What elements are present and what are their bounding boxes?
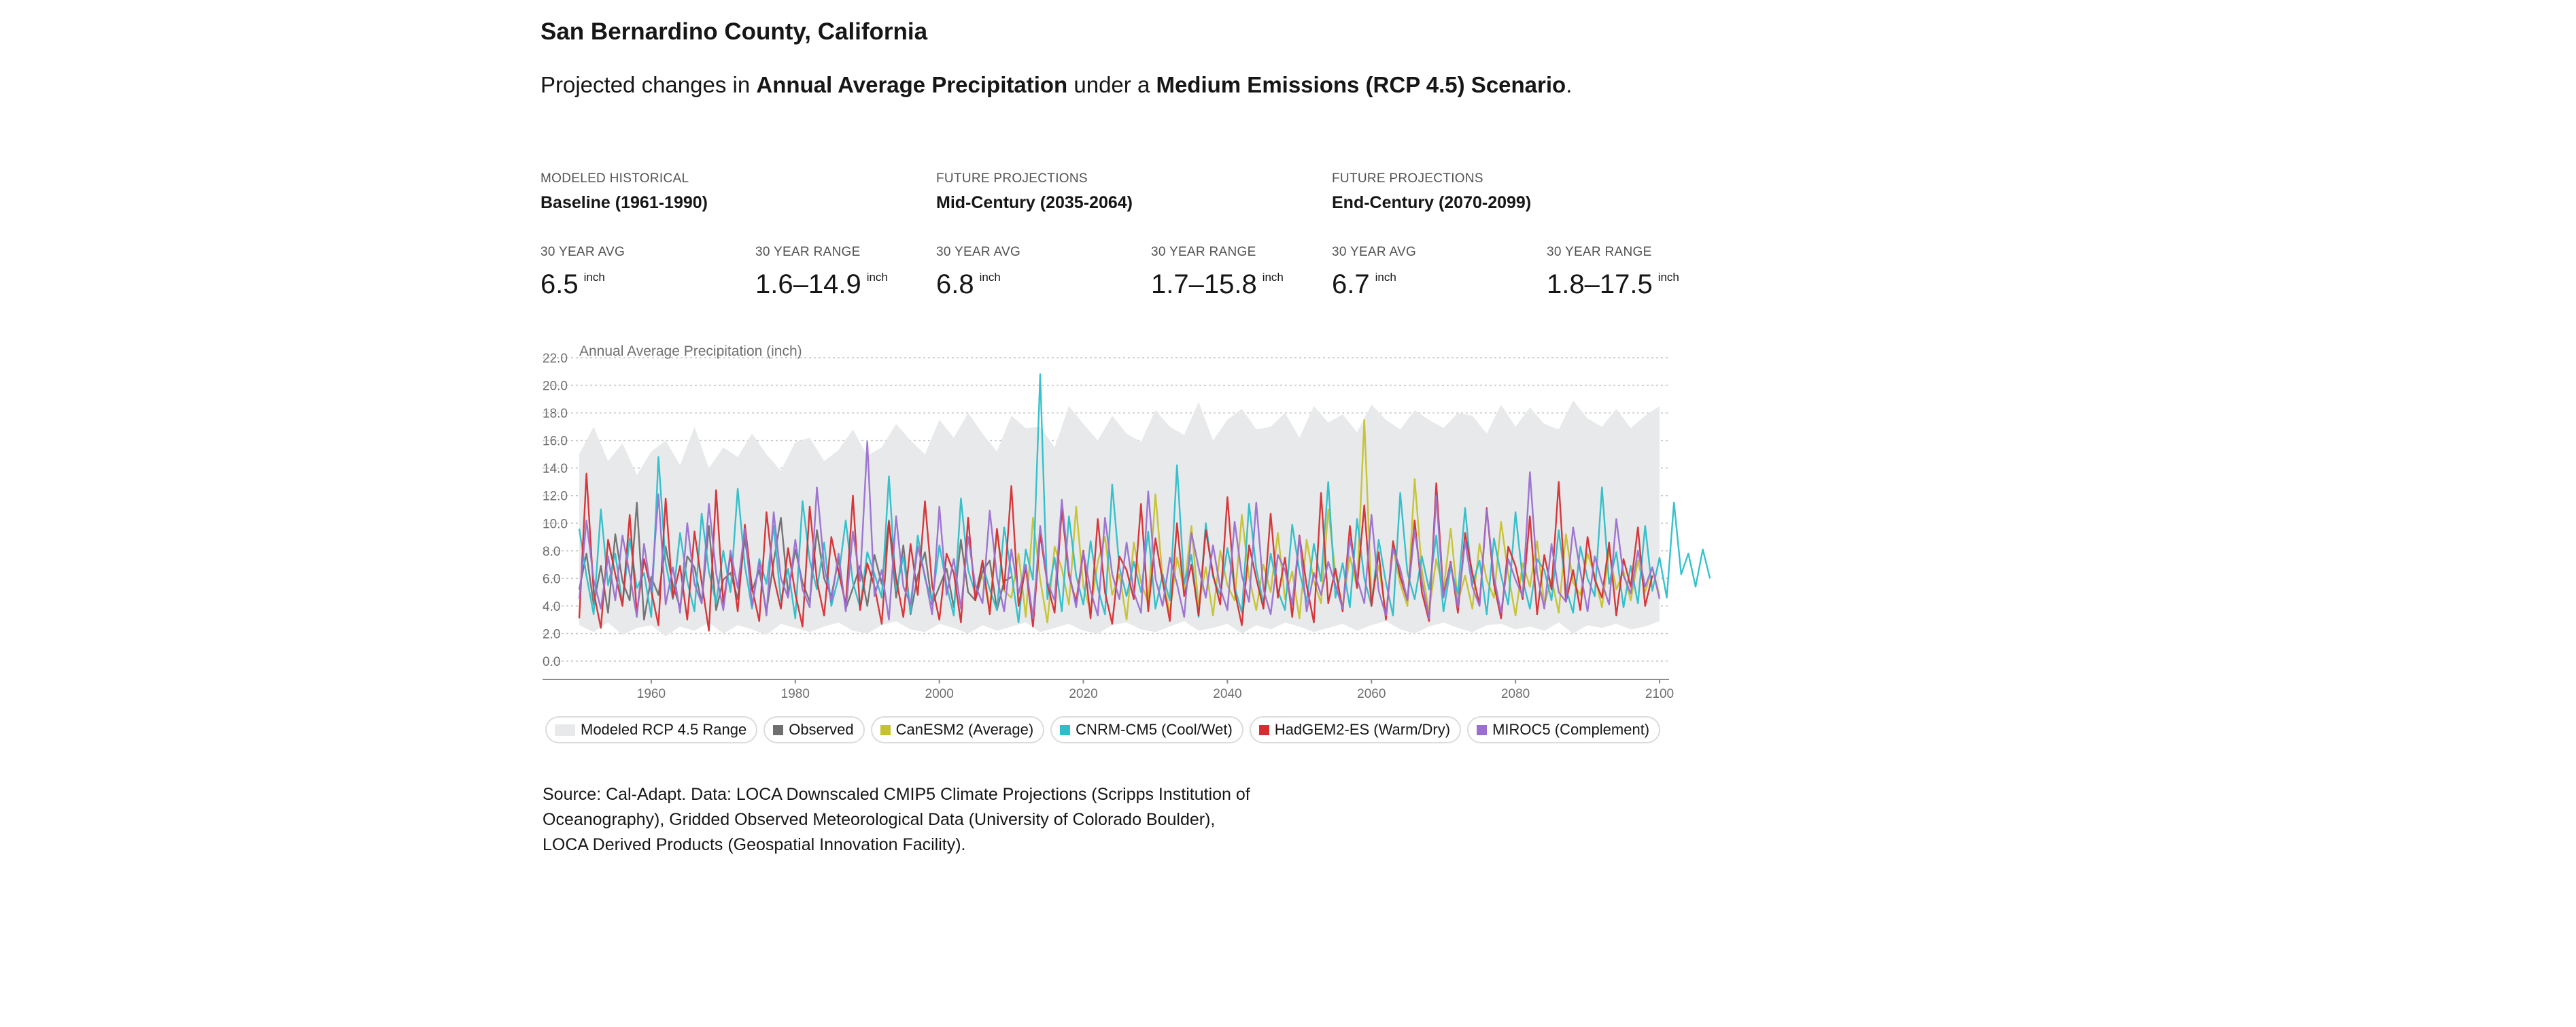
x-tick-label: 2060 xyxy=(1357,687,1386,701)
legend-label: CanESM2 (Average) xyxy=(895,721,1034,738)
avg-unit: inch xyxy=(979,271,1001,284)
period-kicker: MODELED HISTORICAL xyxy=(540,171,689,186)
subtitle-prefix: Projected changes in xyxy=(540,72,757,97)
range-metric: 30 YEAR RANGE 1.6–14.9 inch xyxy=(755,245,888,300)
avg-label: 30 YEAR AVG xyxy=(1332,245,1417,259)
legend-item[interactable]: Observed xyxy=(763,716,865,743)
avg-value: 6.7 xyxy=(1332,269,1370,299)
range-unit: inch xyxy=(1262,271,1284,284)
y-tick-label: 6.0 xyxy=(543,572,560,586)
range-label: 30 YEAR RANGE xyxy=(755,245,861,259)
y-tick-label: 0.0 xyxy=(543,655,560,669)
avg-value-wrap: 6.7 inch xyxy=(1332,269,1416,300)
x-tick-label: 2040 xyxy=(1213,687,1241,701)
avg-value-wrap: 6.8 inch xyxy=(936,269,1020,300)
range-value: 1.7–15.8 xyxy=(1151,269,1257,299)
avg-label: 30 YEAR AVG xyxy=(540,245,625,259)
legend-item[interactable]: CanESM2 (Average) xyxy=(870,716,1045,743)
axes: Annual Average Precipitation (inch) 0.0 2… xyxy=(543,343,1674,701)
legend-item[interactable]: HadGEM2-ES (Warm/Dry) xyxy=(1249,716,1462,743)
period-name: Mid-Century (2035-2064) xyxy=(936,193,1133,212)
series-lines-layer xyxy=(578,373,1711,632)
page-title: San Bernardino County, California xyxy=(540,18,928,45)
y-tick-label: 4.0 xyxy=(543,600,560,614)
legend-label: Modeled RCP 4.5 Range xyxy=(581,721,747,738)
legend-swatch xyxy=(773,724,784,735)
series-line-observed xyxy=(578,501,1012,621)
period-kicker: FUTURE PROJECTIONS xyxy=(1332,171,1483,186)
y-tick-label: 18.0 xyxy=(543,407,568,421)
legend-item[interactable]: Modeled RCP 4.5 Range xyxy=(545,716,758,743)
range-value-wrap: 1.6–14.9 inch xyxy=(755,269,888,300)
range-value: 1.8–17.5 xyxy=(1547,269,1653,299)
range-metric: 30 YEAR RANGE 1.7–15.8 inch xyxy=(1151,245,1284,300)
legend-swatch xyxy=(1477,724,1488,735)
x-tick-label: 2100 xyxy=(1645,687,1674,701)
legend-label: Observed xyxy=(789,721,854,738)
range-value: 1.6–14.9 xyxy=(755,269,861,299)
legend-item[interactable]: CNRM-CM5 (Cool/Wet) xyxy=(1050,716,1243,743)
avg-unit: inch xyxy=(583,271,605,284)
range-unit: inch xyxy=(866,271,888,284)
range-value-wrap: 1.8–17.5 inch xyxy=(1547,269,1679,300)
x-tick-label: 1980 xyxy=(781,687,810,701)
period-kicker: FUTURE PROJECTIONS xyxy=(936,171,1088,186)
x-tick-label: 2080 xyxy=(1501,687,1530,701)
page-subtitle: Projected changes in Annual Average Prec… xyxy=(540,72,1572,98)
x-tick-label: 2000 xyxy=(925,687,954,701)
x-tick-label: 1960 xyxy=(637,687,666,701)
avg-unit: inch xyxy=(1375,271,1396,284)
subtitle-scenario: Medium Emissions (RCP 4.5) Scenario xyxy=(1156,72,1566,97)
y-tick-label: 2.0 xyxy=(543,627,560,641)
y-tick-label: 22.0 xyxy=(543,352,568,366)
chart-legend: Modeled RCP 4.5 Range Observed CanESM2 (Av… xyxy=(545,716,1661,743)
avg-value: 6.5 xyxy=(540,269,579,299)
subtitle-suffix: . xyxy=(1566,72,1573,97)
legend-label: MIROC5 (Complement) xyxy=(1492,721,1650,738)
subtitle-variable: Annual Average Precipitation xyxy=(756,72,1068,97)
legend-swatch xyxy=(1060,724,1071,735)
legend-item[interactable]: MIROC5 (Complement) xyxy=(1467,716,1661,743)
avg-metric: 30 YEAR AVG 6.8 inch xyxy=(936,245,1020,300)
avg-value: 6.8 xyxy=(936,269,974,299)
avg-metric: 30 YEAR AVG 6.5 inch xyxy=(540,245,625,300)
legend-label: HadGEM2-ES (Warm/Dry) xyxy=(1274,721,1451,738)
avg-value-wrap: 6.5 inch xyxy=(540,269,625,300)
series-line-miroc5-complement xyxy=(578,441,1661,621)
source-note: Source: Cal-Adapt. Data: LOCA Downscaled… xyxy=(543,785,1250,854)
range-label: 30 YEAR RANGE xyxy=(1151,245,1256,259)
period-name: End-Century (2070-2099) xyxy=(1332,193,1532,212)
period-mid-century: FUTURE PROJECTIONS Mid-Century (2035-206… xyxy=(936,171,1330,299)
period-baseline: MODELED HISTORICAL Baseline (1961-1990) … xyxy=(540,171,935,299)
legend-swatch xyxy=(555,724,575,736)
subtitle-mid: under a xyxy=(1067,72,1156,97)
legend-swatch xyxy=(880,724,891,735)
y-tick-label: 8.0 xyxy=(543,545,560,559)
series-line-canesm2-average xyxy=(982,419,1661,624)
avg-metric: 30 YEAR AVG 6.7 inch xyxy=(1332,245,1416,300)
y-tick-label: 10.0 xyxy=(543,517,568,531)
period-name: Baseline (1961-1990) xyxy=(540,193,708,212)
range-unit: inch xyxy=(1658,271,1679,284)
range-label: 30 YEAR RANGE xyxy=(1547,245,1652,259)
y-axis-label: Annual Average Precipitation (inch) xyxy=(579,343,802,359)
avg-label: 30 YEAR AVG xyxy=(936,245,1021,259)
range-metric: 30 YEAR RANGE 1.8–17.5 inch xyxy=(1547,245,1679,300)
period-end-century: FUTURE PROJECTIONS End-Century (2070-209… xyxy=(1332,171,1726,299)
y-tick-label: 20.0 xyxy=(543,380,568,394)
y-tick-label: 14.0 xyxy=(543,462,568,476)
y-tick-label: 16.0 xyxy=(543,435,568,449)
legend-label: CNRM-CM5 (Cool/Wet) xyxy=(1076,721,1233,738)
legend-swatch xyxy=(1258,724,1269,735)
y-tick-label: 12.0 xyxy=(543,490,568,504)
range-value-wrap: 1.7–15.8 inch xyxy=(1151,269,1284,300)
series-line-hadgem2-es-warm-dry xyxy=(578,473,1653,632)
x-tick-label: 2020 xyxy=(1069,687,1097,701)
